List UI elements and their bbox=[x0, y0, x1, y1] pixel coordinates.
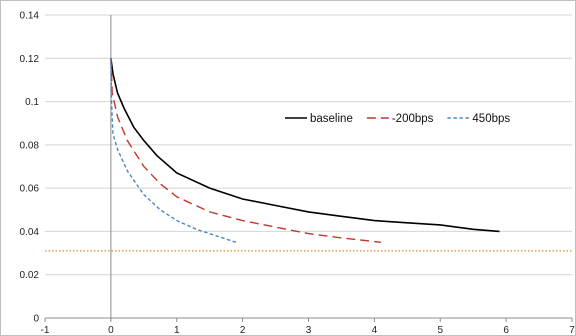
y-tick-label: 0.12 bbox=[20, 54, 40, 65]
y-tick-label: 0.08 bbox=[20, 140, 40, 151]
y-tick-label: 0.02 bbox=[20, 270, 40, 281]
series-line-450bps bbox=[110, 58, 237, 243]
x-tick-label: 7 bbox=[569, 325, 575, 336]
y-tick-label: 0.04 bbox=[20, 227, 40, 238]
series-line-200bps bbox=[110, 58, 382, 243]
y-tick-label: 0 bbox=[33, 314, 39, 325]
x-tick-label: 6 bbox=[503, 325, 509, 336]
x-tick-label: 5 bbox=[437, 325, 443, 336]
series-line-baseline bbox=[110, 58, 500, 233]
legend-label: baseline bbox=[310, 113, 353, 125]
x-tick-label: 3 bbox=[306, 325, 312, 336]
x-tick-label: 1 bbox=[174, 325, 180, 336]
x-tick-label: 2 bbox=[240, 325, 246, 336]
legend-label: -200bps bbox=[392, 113, 434, 125]
x-tick-label: 4 bbox=[372, 325, 378, 336]
y-tick-label: 0.06 bbox=[20, 184, 40, 195]
series-group bbox=[45, 58, 572, 252]
legend: baseline -200bps 450bps bbox=[285, 113, 510, 125]
x-tick-label: -1 bbox=[41, 325, 50, 336]
y-tick-label: 0.1 bbox=[25, 97, 39, 108]
tick-labels: 00.020.040.060.080.10.120.14-1 0 1 2 3 4 5 6 7 bbox=[20, 11, 576, 336]
legend-label: 450bps bbox=[472, 113, 510, 125]
x-tick-label: 0 bbox=[108, 325, 114, 336]
y-tick-label: 0.14 bbox=[20, 11, 40, 22]
grid bbox=[45, 14, 572, 276]
